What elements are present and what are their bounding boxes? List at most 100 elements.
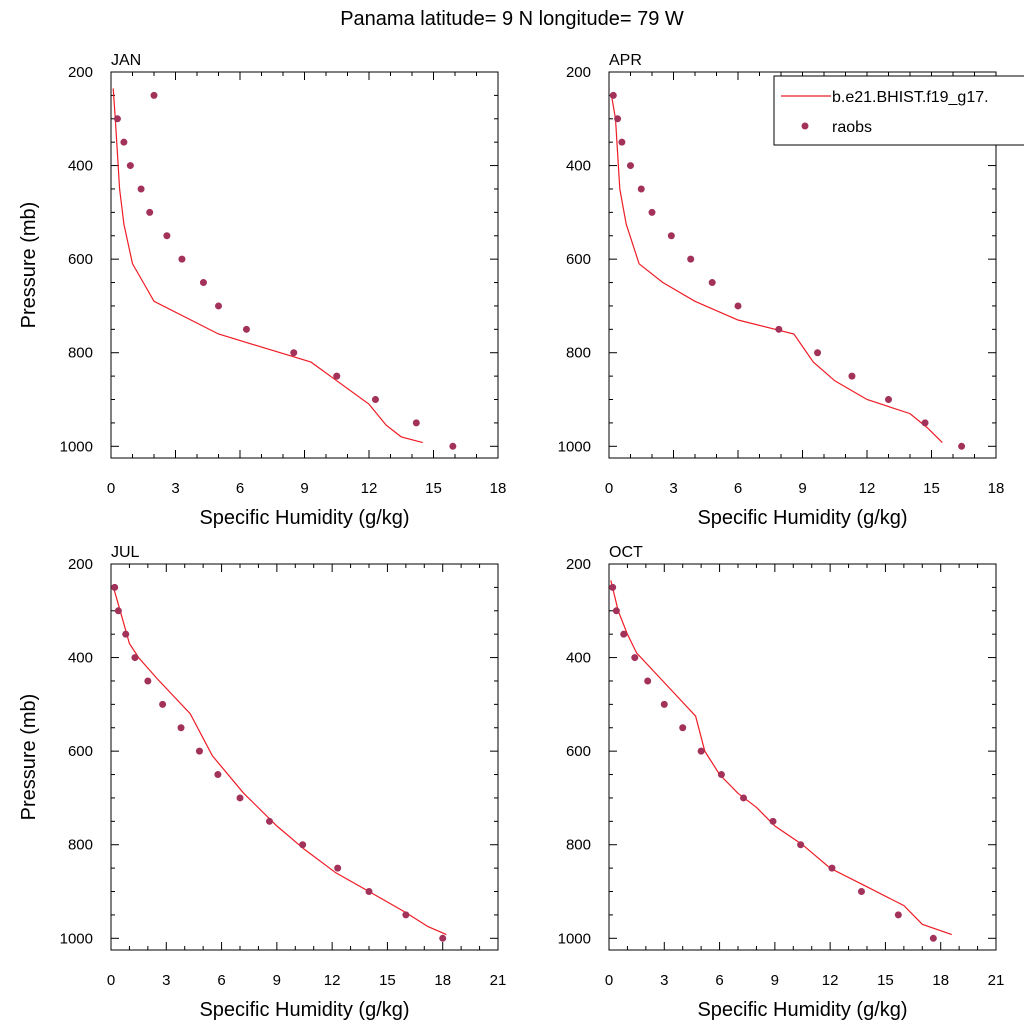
raobs-point [627, 162, 634, 170]
raobs-point [885, 396, 892, 404]
x-tick-label: 18 [434, 972, 451, 989]
raobs-point [958, 442, 966, 450]
x-tick-label: 21 [988, 972, 1005, 989]
raobs-point [146, 208, 154, 216]
raobs-point [614, 115, 622, 123]
y-tick-label: 600 [566, 251, 591, 268]
raobs-point [921, 419, 929, 427]
y-tick-label: 400 [68, 158, 93, 175]
panel-title: APR [609, 52, 642, 69]
raobs-point [333, 372, 341, 380]
y-tick-label: 800 [68, 345, 93, 362]
raobs-point [637, 185, 645, 193]
model-line [610, 580, 952, 936]
x-tick-label: 6 [715, 972, 723, 989]
raobs-point [131, 654, 139, 662]
raobs-point [371, 396, 379, 404]
raobs-point [644, 677, 652, 685]
x-tick-label: 18 [490, 480, 507, 497]
x-tick-label: 12 [859, 480, 876, 497]
raobs-point [144, 677, 152, 685]
x-tick-label: 18 [988, 480, 1005, 497]
raobs-point [159, 700, 167, 708]
x-tick-label: 15 [923, 480, 940, 497]
legend-obs-label: raobs [832, 119, 872, 136]
x-axis-label: Specific Humidity (g/kg) [697, 507, 907, 529]
y-axis-label: Pressure (mb) [18, 694, 40, 821]
raobs-point [215, 302, 222, 310]
raobs-point [126, 162, 134, 170]
y-axis-label: Pressure (mb) [18, 202, 40, 329]
x-tick-label: 6 [217, 972, 225, 989]
x-tick-label: 9 [771, 972, 779, 989]
y-tick-label: 1000 [558, 438, 591, 455]
raobs-point [609, 583, 617, 591]
x-tick-label: 3 [669, 480, 677, 497]
panel-jan: JAN 0 3 6 9 12 15 18 200 400 600 800 1000 Specific Hu… [18, 52, 506, 529]
y-tick-label: 1000 [60, 930, 93, 947]
raobs-point [814, 349, 822, 357]
plot-frame [608, 563, 997, 951]
panel-oct: OCT 0 3 6 9 12 15 18 21 200 400 600 800 1000 Specific … [558, 544, 1005, 1021]
raobs-point [708, 279, 716, 287]
raobs-point [120, 138, 128, 146]
raobs-point [111, 583, 119, 591]
raobs-point [265, 817, 273, 825]
x-tick-label: 0 [107, 972, 115, 989]
raobs-point [620, 630, 628, 638]
y-tick-label: 800 [68, 837, 93, 854]
raobs-point [734, 302, 742, 310]
raobs-point [334, 864, 342, 872]
raobs-point [214, 771, 222, 779]
x-tick-label: 12 [361, 480, 378, 497]
raobs-point [894, 911, 902, 919]
x-tick-label: 3 [171, 480, 179, 497]
x-tick-label: 0 [107, 480, 115, 497]
legend: b.e21.BHIST.f19_g17.raobs [773, 75, 1024, 146]
x-tick-label: 0 [605, 480, 613, 497]
raobs-point [929, 934, 937, 942]
figure-title: Panama latitude= 9 N longitude= 79 W [340, 8, 684, 30]
raobs-point [122, 630, 130, 638]
raobs-point [412, 419, 420, 427]
raobs-point [178, 255, 186, 263]
model-line [112, 584, 447, 936]
raobs-point [848, 372, 856, 380]
raobs-point [242, 325, 250, 333]
raobs-point [290, 349, 298, 357]
x-tick-label: 15 [877, 972, 894, 989]
x-tick-label: 18 [932, 972, 949, 989]
panel-apr: APR 0 3 6 9 12 15 18 200 400 600 800 1000 Specific Hu… [558, 52, 1005, 529]
y-tick-label: 800 [566, 345, 591, 362]
legend-model-label: b.e21.BHIST.f19_g17. [832, 89, 989, 106]
raobs-point [775, 325, 783, 333]
raobs-point [150, 91, 158, 99]
plot-frame [110, 563, 499, 951]
raobs-point [648, 208, 656, 216]
x-tick-label: 3 [660, 972, 668, 989]
x-tick-label: 9 [798, 480, 806, 497]
y-tick-label: 200 [566, 556, 591, 573]
x-axis-label: Specific Humidity (g/kg) [199, 507, 409, 529]
raobs-point [687, 255, 695, 263]
x-tick-label: 9 [300, 480, 308, 497]
x-axis-label: Specific Humidity (g/kg) [697, 999, 907, 1021]
raobs-point [163, 232, 171, 240]
raobs-point [137, 185, 145, 193]
x-tick-label: 15 [379, 972, 396, 989]
x-axis-label: Specific Humidity (g/kg) [199, 999, 409, 1021]
raobs-point [667, 232, 675, 240]
raobs-point [612, 607, 620, 615]
raobs-point [717, 771, 725, 779]
x-tick-label: 3 [162, 972, 170, 989]
x-tick-label: 21 [490, 972, 507, 989]
plot-frame [110, 71, 499, 459]
y-tick-label: 400 [566, 158, 591, 175]
y-tick-label: 800 [566, 837, 591, 854]
legend-obs-swatch [801, 122, 809, 130]
panel-title: OCT [609, 544, 643, 561]
panel-jul: JUL 0 3 6 9 12 15 18 21 200 400 600 800 1000 Specific … [18, 544, 506, 1021]
raobs-point [828, 864, 836, 872]
